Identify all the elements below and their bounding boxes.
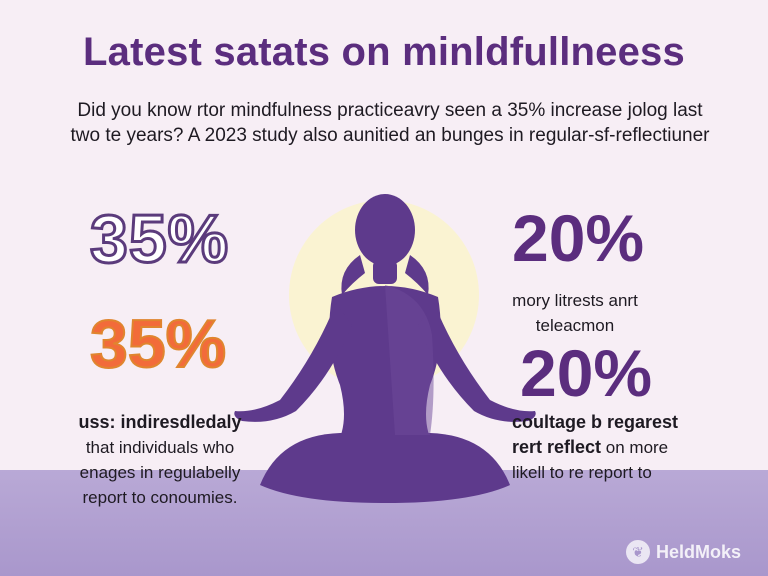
right-description: coultage b regarest rert reflect on more… — [512, 410, 712, 485]
stat-left-bottom: 35% — [89, 305, 227, 383]
stat-left-top: 35% — [88, 200, 230, 279]
figure-head — [355, 194, 415, 266]
right-caption-line-1: mory litrests anrt — [512, 291, 638, 310]
figure-left-arm — [234, 303, 352, 422]
left-description: uss: indiresdledaly that individuals who… — [60, 410, 260, 510]
right-caption: mory litrests anrt teleacmon — [500, 288, 650, 338]
brand-watermark: ❦ HeldMoks — [626, 540, 741, 564]
figure-ponytail-left — [341, 255, 365, 295]
page-title: Latest satats on minldfullneess — [83, 30, 685, 74]
right-description-line-1: coultage b regarest — [512, 412, 679, 432]
brand-name: HeldMoks — [656, 541, 742, 562]
left-description-line-4: report to conoumies. — [82, 488, 238, 507]
right-description-line-2: rert reflect on more — [512, 435, 712, 460]
intro-paragraph: Did you know rtor mindfulness practiceav… — [60, 98, 720, 148]
meditating-figure-illustration — [234, 194, 536, 503]
figure-neck — [373, 260, 397, 284]
leaf-icon: ❦ — [626, 540, 650, 564]
left-description-line-1: uss: indiresdledaly — [78, 412, 242, 432]
figure-right-arm — [418, 303, 536, 422]
intro-line-1: Did you know rtor mindfulness practiceav… — [77, 100, 703, 121]
stat-right-bottom: 20% — [520, 336, 653, 410]
right-description-line-3: likell to re report to — [512, 463, 652, 482]
right-description-line-2-bold: rert reflect — [512, 437, 602, 457]
left-description-line-3: enages in regulabelly — [79, 463, 241, 482]
right-description-line-2-rest: on more — [601, 438, 669, 457]
stat-right-top: 20% — [512, 201, 645, 275]
figure-ponytail-right — [405, 255, 429, 295]
figure-legs — [260, 433, 510, 503]
right-caption-line-2: teleacmon — [535, 316, 615, 335]
intro-line-2: two te years? A 2023 study also aunitied… — [70, 125, 710, 146]
left-description-line-2: that individuals who — [85, 438, 235, 457]
